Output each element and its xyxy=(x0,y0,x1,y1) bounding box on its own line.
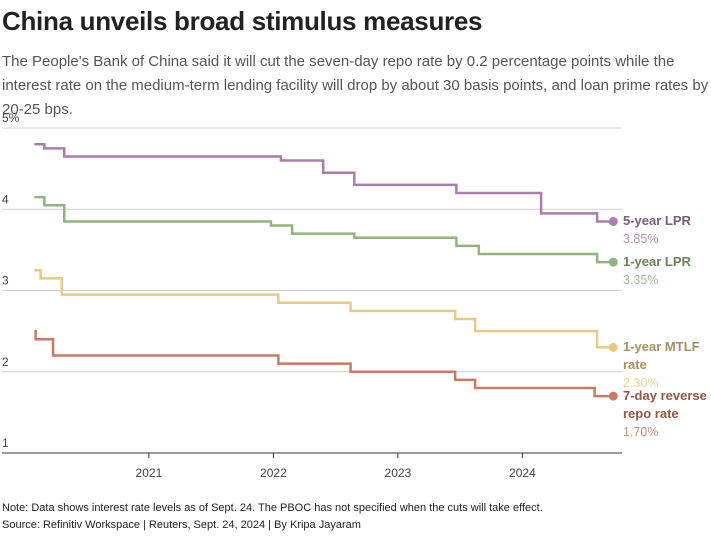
y-tick-label: 1 xyxy=(2,436,9,450)
subtitle: The People's Bank of China said it will … xyxy=(2,53,709,118)
series-line xyxy=(34,195,614,264)
series-name: 7-day reverse repo rate xyxy=(623,388,707,422)
x-tick-label: 2023 xyxy=(385,466,412,480)
end-label: 7-day reverse repo rate 1.70% xyxy=(623,387,711,441)
series-line xyxy=(34,143,614,223)
x-tick-label: 2024 xyxy=(509,466,536,480)
note: Note: Data shows interest rate levels as… xyxy=(2,502,543,514)
end-marker xyxy=(608,342,618,352)
series-name: 1-year LPR xyxy=(623,254,691,270)
value-label: 3.35% xyxy=(623,273,659,288)
title: China unveils broad stimulus measures xyxy=(2,6,483,36)
value-label: 1.70% xyxy=(623,425,659,440)
y-tick-label: 5% xyxy=(2,111,20,125)
end-label: 1-year MTLF rate 2.30% xyxy=(623,338,711,392)
series-line xyxy=(34,329,614,398)
end-label: 1-year LPR 3.35% xyxy=(623,253,711,289)
value-label: 3.85% xyxy=(623,232,659,247)
end-marker xyxy=(608,391,618,401)
source: Source: Refinitiv Workspace | Reuters, S… xyxy=(2,519,361,531)
y-tick-label: 3 xyxy=(2,274,9,288)
value-label: 2.30% xyxy=(623,376,659,391)
x-tick-label: 2021 xyxy=(136,466,163,480)
series-name: 1-year MTLF rate xyxy=(623,339,700,373)
series-line xyxy=(34,268,614,349)
end-marker xyxy=(608,216,618,226)
y-tick-label: 2 xyxy=(2,355,9,369)
end-marker xyxy=(608,257,618,267)
series-name: 5-year LPR xyxy=(623,213,691,229)
x-tick-label: 2022 xyxy=(260,466,287,480)
end-label: 5-year LPR 3.85% xyxy=(623,212,711,248)
y-tick-label: 4 xyxy=(2,192,9,206)
